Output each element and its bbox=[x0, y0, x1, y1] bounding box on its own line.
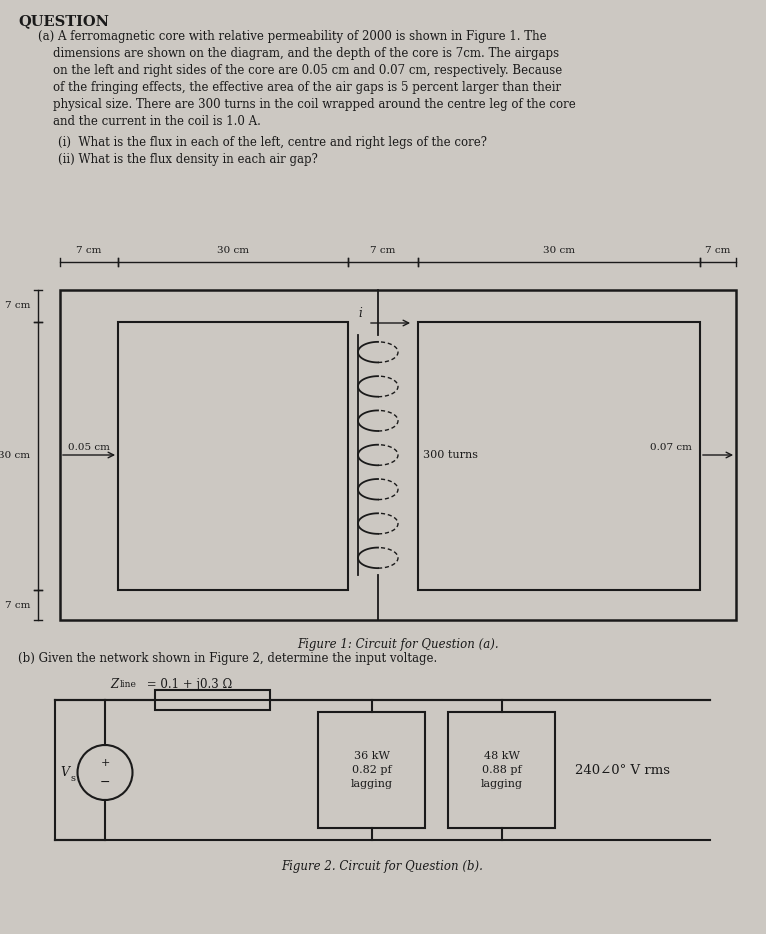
Text: physical size. There are 300 turns in the coil wrapped around the centre leg of : physical size. There are 300 turns in th… bbox=[38, 98, 576, 111]
Text: i: i bbox=[358, 307, 362, 320]
Text: lagging: lagging bbox=[480, 779, 522, 789]
Bar bbox=[418, 322, 700, 590]
Text: +: + bbox=[100, 757, 110, 768]
Text: s: s bbox=[70, 774, 76, 783]
Text: of the fringing effects, the effective area of the air gaps is 5 percent larger : of the fringing effects, the effective a… bbox=[38, 81, 561, 94]
Bar bbox=[60, 290, 736, 620]
Text: 0.82 pf: 0.82 pf bbox=[352, 765, 391, 775]
Text: 240∠0° V rms: 240∠0° V rms bbox=[575, 763, 670, 776]
Text: = 0.1 + j0.3 Ω: = 0.1 + j0.3 Ω bbox=[143, 678, 232, 691]
Text: 36 kW: 36 kW bbox=[354, 751, 389, 761]
Text: 300 turns: 300 turns bbox=[423, 450, 478, 460]
Text: Figure 2. Circuit for Question (b).: Figure 2. Circuit for Question (b). bbox=[281, 860, 483, 873]
Text: Z: Z bbox=[110, 678, 118, 691]
Text: V: V bbox=[61, 766, 70, 779]
Bar bbox=[118, 322, 348, 590]
Text: 7 cm: 7 cm bbox=[705, 246, 731, 255]
Text: 30 cm: 30 cm bbox=[543, 246, 575, 255]
Text: Figure 1: Circuit for Question (a).: Figure 1: Circuit for Question (a). bbox=[297, 638, 499, 651]
Bar bbox=[448, 712, 555, 828]
Text: 0.07 cm: 0.07 cm bbox=[650, 443, 692, 452]
Text: (b) Given the network shown in Figure 2, determine the input voltage.: (b) Given the network shown in Figure 2,… bbox=[18, 652, 437, 665]
Text: 30 cm: 30 cm bbox=[0, 451, 30, 460]
Text: and the current in the coil is 1.0 A.: and the current in the coil is 1.0 A. bbox=[38, 115, 261, 128]
Text: line: line bbox=[120, 680, 137, 689]
Bar bbox=[155, 690, 270, 710]
Text: −: − bbox=[100, 776, 110, 789]
Bar bbox=[318, 712, 425, 828]
Text: (a) A ferromagnetic core with relative permeability of 2000 is shown in Figure 1: (a) A ferromagnetic core with relative p… bbox=[38, 30, 547, 43]
Text: 48 kW: 48 kW bbox=[483, 751, 519, 761]
Text: 0.05 cm: 0.05 cm bbox=[68, 443, 110, 452]
Text: 7 cm: 7 cm bbox=[5, 601, 30, 610]
Text: 7 cm: 7 cm bbox=[77, 246, 102, 255]
Text: lagging: lagging bbox=[351, 779, 392, 789]
Text: on the left and right sides of the core are 0.05 cm and 0.07 cm, respectively. B: on the left and right sides of the core … bbox=[38, 64, 562, 77]
Text: QUESTION: QUESTION bbox=[18, 14, 109, 28]
Text: 7 cm: 7 cm bbox=[5, 302, 30, 310]
Text: (ii) What is the flux density in each air gap?: (ii) What is the flux density in each ai… bbox=[58, 153, 318, 166]
Text: 0.88 pf: 0.88 pf bbox=[482, 765, 522, 775]
Text: 30 cm: 30 cm bbox=[217, 246, 249, 255]
Text: dimensions are shown on the diagram, and the depth of the core is 7cm. The airga: dimensions are shown on the diagram, and… bbox=[38, 47, 559, 60]
Text: 7 cm: 7 cm bbox=[370, 246, 396, 255]
Text: (i)  What is the flux in each of the left, centre and right legs of the core?: (i) What is the flux in each of the left… bbox=[58, 136, 487, 149]
